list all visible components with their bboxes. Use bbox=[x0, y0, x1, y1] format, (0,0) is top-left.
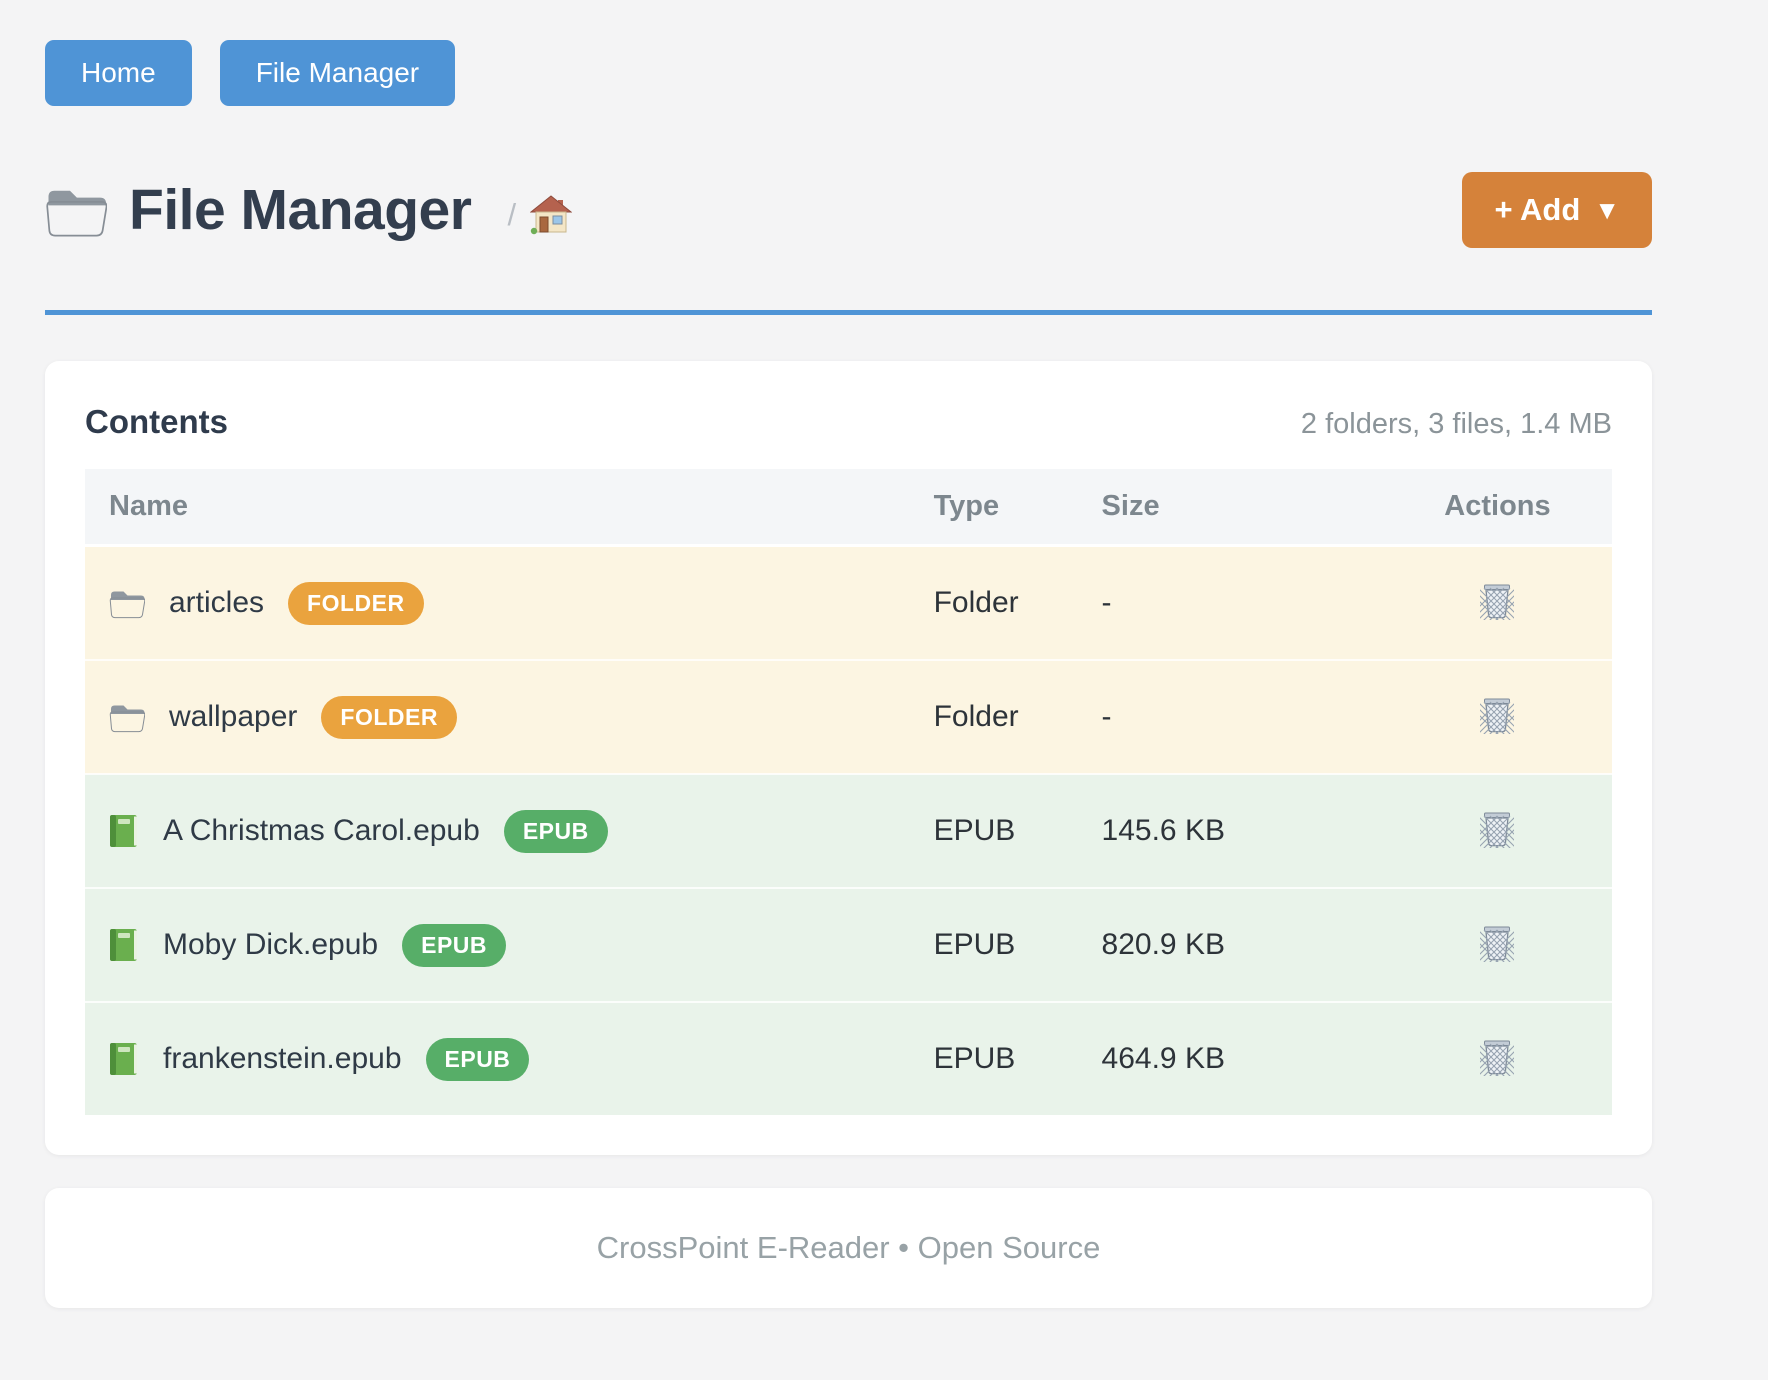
contents-summary: 2 folders, 3 files, 1.4 MB bbox=[1300, 408, 1612, 440]
contents-card: Contents 2 folders, 3 files, 1.4 MB Name… bbox=[45, 361, 1652, 1155]
type-badge: FOLDER bbox=[288, 581, 424, 625]
table-row[interactable]: A Christmas Carol.epub EPUB EPUB 145.6 K… bbox=[85, 773, 1612, 888]
file-type: Folder bbox=[909, 659, 1078, 774]
contents-title: Contents bbox=[85, 403, 228, 440]
file-table: Name Type Size Actions articles FOLDER bbox=[85, 469, 1612, 1115]
file-name[interactable]: A Christmas Carol.epub bbox=[163, 814, 480, 847]
home-icon[interactable] bbox=[530, 195, 573, 235]
column-header-type: Type bbox=[909, 469, 1078, 547]
delete-button[interactable] bbox=[1474, 1034, 1520, 1080]
file-name[interactable]: frankenstein.epub bbox=[163, 1042, 402, 1075]
table-row[interactable]: Moby Dick.epub EPUB EPUB 820.9 KB bbox=[85, 887, 1612, 1002]
delete-button[interactable] bbox=[1474, 692, 1520, 738]
file-size: 464.9 KB bbox=[1077, 1001, 1383, 1115]
home-nav-button[interactable]: Home bbox=[45, 40, 192, 106]
file-type: EPUB bbox=[909, 1001, 1078, 1115]
folder-icon bbox=[109, 587, 145, 619]
file-type: EPUB bbox=[909, 887, 1078, 1002]
wastebasket-icon bbox=[1480, 696, 1514, 734]
file-size: - bbox=[1077, 659, 1383, 774]
folder-icon bbox=[45, 183, 107, 238]
delete-button[interactable] bbox=[1474, 806, 1520, 852]
breadcrumb: / bbox=[507, 195, 573, 235]
table-header-row: Name Type Size Actions bbox=[85, 469, 1612, 547]
book-icon bbox=[109, 928, 139, 962]
file-size: - bbox=[1101, 586, 1112, 619]
type-badge: FOLDER bbox=[321, 695, 457, 739]
chevron-down-icon: ▼ bbox=[1594, 194, 1620, 225]
file-type: Folder bbox=[933, 586, 1019, 619]
book-icon bbox=[109, 814, 139, 848]
add-button[interactable]: + Add ▼ bbox=[1462, 172, 1652, 248]
page-header: File Manager / + Add ▼ bbox=[45, 172, 1652, 248]
footer-text: CrossPoint E-Reader • Open Source bbox=[596, 1230, 1101, 1265]
file-size: 145.6 KB bbox=[1077, 773, 1383, 888]
file-manager-page: Home File Manager File Manager / bbox=[45, 40, 1652, 1308]
column-header-name: Name bbox=[85, 469, 910, 547]
delete-button[interactable] bbox=[1474, 920, 1520, 966]
wastebasket-icon bbox=[1480, 582, 1514, 620]
add-button-label: + Add bbox=[1494, 192, 1581, 227]
delete-button[interactable] bbox=[1474, 578, 1520, 624]
table-row[interactable]: articles FOLDER Folder - bbox=[85, 545, 1612, 660]
type-badge: EPUB bbox=[425, 1037, 530, 1081]
book-icon bbox=[109, 1042, 139, 1076]
type-badge: EPUB bbox=[402, 923, 507, 967]
file-size: 820.9 KB bbox=[1077, 887, 1383, 1002]
file-type: EPUB bbox=[909, 773, 1078, 888]
file-manager-nav-button[interactable]: File Manager bbox=[219, 40, 456, 106]
column-header-size: Size bbox=[1077, 469, 1383, 547]
type-badge: EPUB bbox=[503, 809, 608, 853]
file-name[interactable]: articles bbox=[169, 586, 265, 619]
file-name[interactable]: wallpaper bbox=[169, 700, 298, 733]
table-row[interactable]: frankenstein.epub EPUB EPUB 464.9 KB bbox=[85, 1001, 1612, 1115]
footer-card: CrossPoint E-Reader • Open Source bbox=[45, 1188, 1652, 1308]
title-divider bbox=[45, 310, 1652, 315]
file-table-body: articles FOLDER Folder - bbox=[85, 545, 1612, 1115]
page-title: File Manager bbox=[129, 178, 472, 242]
wastebasket-icon bbox=[1480, 810, 1514, 848]
breadcrumb-separator: / bbox=[507, 197, 517, 232]
table-row[interactable]: wallpaper FOLDER Folder - bbox=[85, 659, 1612, 774]
top-nav: Home File Manager bbox=[45, 40, 1652, 106]
folder-icon bbox=[109, 701, 145, 733]
column-header-actions: Actions bbox=[1382, 469, 1612, 547]
wastebasket-icon bbox=[1480, 1038, 1514, 1076]
file-name[interactable]: Moby Dick.epub bbox=[163, 928, 379, 961]
wastebasket-icon bbox=[1480, 924, 1514, 962]
